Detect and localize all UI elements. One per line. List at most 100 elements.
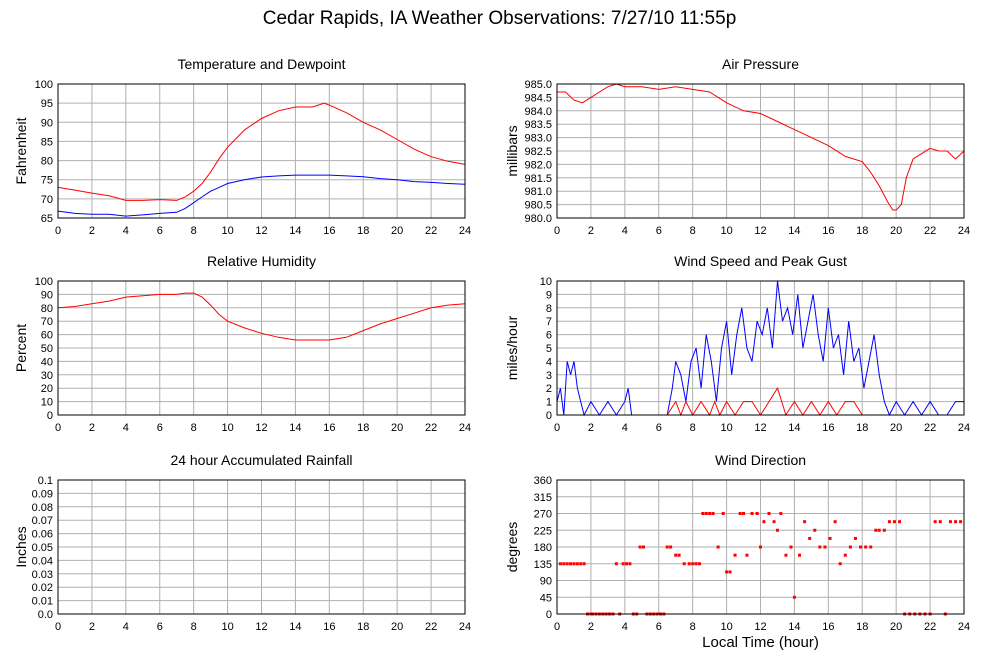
data-point — [733, 553, 737, 557]
data-point — [892, 520, 896, 524]
x-tick-label: 4 — [622, 422, 628, 434]
x-tick-label: 8 — [191, 225, 197, 237]
x-tick-label: 8 — [191, 621, 197, 633]
y-tick-label: 10 — [540, 276, 552, 288]
y-tick-label: 0.01 — [32, 596, 53, 608]
data-point — [853, 536, 857, 540]
x-tick-label: 8 — [690, 422, 696, 434]
y-tick-label: 0.07 — [32, 515, 53, 527]
x-tick-label: 2 — [588, 422, 594, 434]
data-point — [579, 562, 583, 566]
x-tick-label: 6 — [656, 225, 662, 237]
x-tick-label: 18 — [856, 621, 868, 633]
data-point — [745, 553, 749, 557]
plot-frame — [556, 280, 965, 416]
data-point — [708, 512, 712, 515]
y-tick-label: 6 — [546, 330, 552, 342]
y-tick-label: 60 — [41, 330, 53, 342]
x-tick-label: 18 — [357, 621, 369, 633]
y-tick-label: 5 — [546, 343, 552, 355]
data-point — [954, 520, 958, 524]
data-point — [682, 562, 686, 566]
y-tick-label: 1 — [546, 397, 552, 409]
data-point — [569, 562, 573, 566]
x-tick-label: 16 — [323, 225, 335, 237]
x-tick-label: 10 — [720, 422, 732, 434]
x-tick-label: 20 — [391, 422, 403, 434]
y-tick-label: 985.0 — [524, 79, 552, 91]
data-point — [959, 520, 963, 524]
series-line-1 — [57, 292, 466, 341]
y-tick-label: 0.03 — [32, 569, 53, 581]
x-tick-label: 24 — [958, 225, 970, 237]
data-point — [694, 562, 698, 566]
y-tick-label: 70 — [41, 316, 53, 328]
y-tick-label: 30 — [41, 370, 53, 382]
x-tick-label: 22 — [924, 621, 936, 633]
data-point — [775, 528, 779, 532]
data-point — [638, 545, 642, 549]
x-tick-label: 20 — [890, 422, 902, 434]
y-tick-label: 984.5 — [524, 92, 552, 104]
y-tick-label: 90 — [540, 576, 552, 588]
x-tick-label: 12 — [255, 225, 267, 237]
x-tick-label: 4 — [622, 621, 628, 633]
data-point — [728, 570, 732, 574]
y-tick-label: 45 — [540, 592, 552, 604]
x-tick-label: 6 — [157, 225, 163, 237]
chart-title: 24 hour Accumulated Rainfall — [170, 452, 352, 468]
y-tick-label: 225 — [534, 525, 552, 537]
x-tick-label: 10 — [221, 225, 233, 237]
data-point — [843, 553, 847, 557]
y-tick-label: 8 — [546, 303, 552, 315]
x-tick-label: 0 — [55, 225, 61, 237]
y-tick-label: 75 — [41, 175, 53, 187]
x-tick-label: 6 — [656, 621, 662, 633]
y-axis-label: millibars — [504, 125, 520, 176]
y-tick-label: 0.06 — [32, 529, 53, 541]
data-point — [874, 528, 878, 532]
data-point — [582, 562, 586, 566]
y-axis-label: Percent — [13, 324, 29, 372]
x-tick-label: 10 — [221, 621, 233, 633]
data-point — [628, 562, 632, 566]
x-tick-label: 14 — [289, 225, 301, 237]
chart-1: 0 2 4 6 8 10 12 14 16 18 20 22 2465707580859095100Te… — [13, 56, 471, 237]
y-tick-label: 981.0 — [524, 186, 552, 198]
y-tick-label: 90 — [41, 289, 53, 301]
x-tick-label: 2 — [89, 225, 95, 237]
x-tick-label: 8 — [690, 621, 696, 633]
x-tick-label: 10 — [720, 621, 732, 633]
x-tick-label: 20 — [391, 621, 403, 633]
x-tick-label: 2 — [588, 621, 594, 633]
x-tick-label: 24 — [459, 422, 471, 434]
y-tick-label: 2 — [546, 383, 552, 395]
data-point — [864, 545, 868, 549]
data-point — [721, 512, 725, 515]
y-tick-label: 982.5 — [524, 146, 552, 158]
y-axis-label: miles/hour — [504, 315, 520, 380]
x-tick-label: 12 — [754, 225, 766, 237]
x-tick-label: 12 — [255, 621, 267, 633]
data-point — [755, 512, 759, 515]
data-point — [938, 520, 942, 524]
x-tick-label: 22 — [924, 422, 936, 434]
data-point — [882, 528, 886, 532]
x-tick-label: 4 — [622, 225, 628, 237]
x-tick-label: 20 — [890, 225, 902, 237]
data-point — [674, 553, 678, 557]
y-tick-label: 4 — [546, 356, 552, 368]
data-point — [813, 528, 817, 532]
chart-title: Relative Humidity — [207, 253, 316, 269]
y-tick-label: 0.1 — [38, 475, 53, 487]
plot-frame — [57, 280, 466, 416]
chart-title: Air Pressure — [722, 56, 799, 72]
y-tick-label: 80 — [41, 303, 53, 315]
x-tick-label: 24 — [459, 225, 471, 237]
data-point — [614, 562, 618, 566]
chart-3: 0 2 4 6 8 10 12 14 16 18 20 22 240102030405060708090… — [13, 253, 471, 434]
x-axis-label: Local Time (hour) — [702, 634, 819, 651]
data-point — [687, 562, 691, 566]
data-point — [572, 562, 576, 566]
y-tick-label: 85 — [41, 136, 53, 148]
